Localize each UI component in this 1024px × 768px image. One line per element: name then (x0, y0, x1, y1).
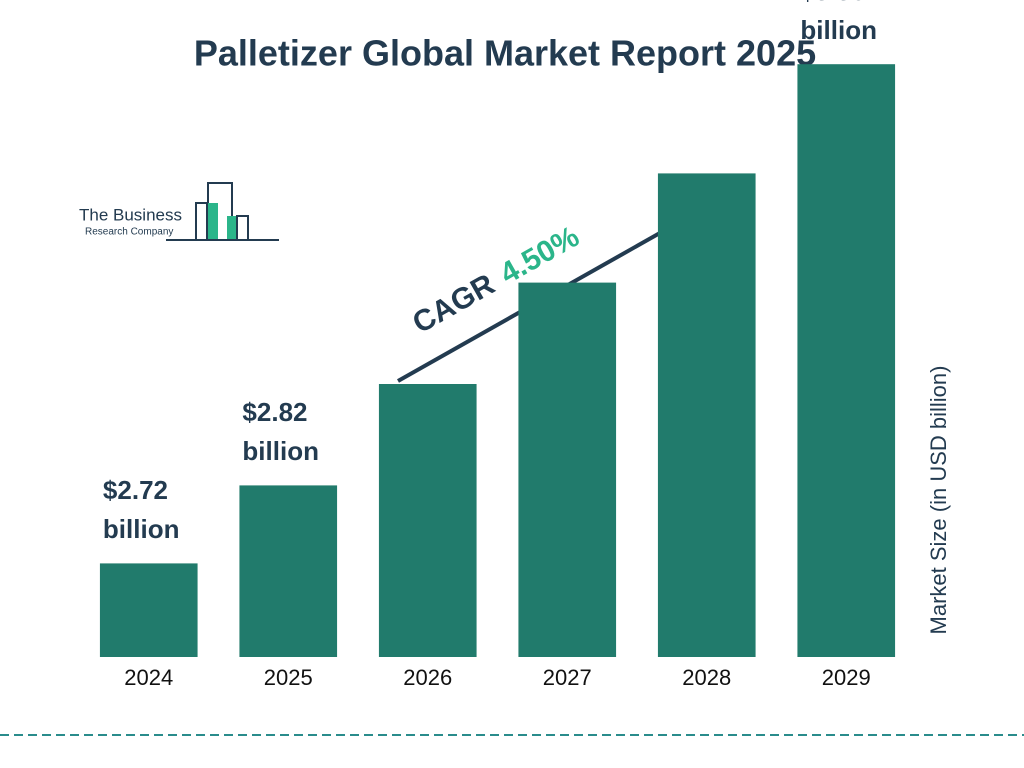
value-label-box: $2.72 billion (102, 475, 180, 545)
chart-title: Palletizer Global Market Report 2025 (194, 33, 816, 74)
value-label: $2.82 billion (242, 397, 319, 467)
value-label-box: $2.82 billion (242, 397, 319, 467)
value-label-box: $3.36 billion (800, 0, 877, 46)
logo-text: The Business (79, 205, 182, 224)
bar (99, 563, 198, 657)
x-tick-label: 2029 (822, 665, 871, 690)
x-tick-label: 2026 (403, 665, 452, 690)
logo: The Business Research Company (79, 182, 279, 241)
bar (378, 384, 477, 657)
x-tick-label: 2028 (682, 665, 731, 690)
bar (518, 282, 617, 657)
x-tick-label: 2025 (264, 665, 313, 690)
bar (239, 485, 338, 657)
bar (797, 64, 896, 657)
x-tick-label: 2027 (543, 665, 592, 690)
bar (657, 173, 756, 657)
x-tick-label: 2024 (124, 665, 173, 690)
cagr-value: 4.50% (495, 220, 585, 291)
y-axis-label: Market Size (in USD billion) (926, 366, 951, 635)
value-label: $2.72 billion (102, 475, 180, 545)
value-label: $3.36 billion (800, 0, 877, 46)
logo-subtext: Research Company (85, 227, 173, 238)
